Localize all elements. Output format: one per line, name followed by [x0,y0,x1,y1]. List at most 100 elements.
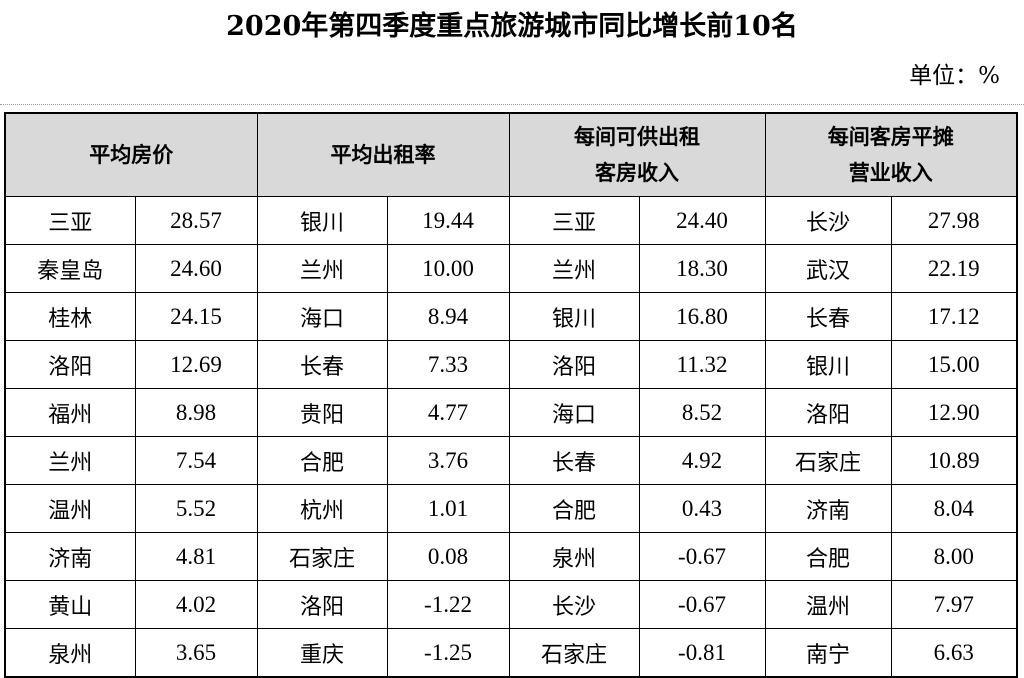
city-cell: 桂林 [4,292,136,341]
city-cell: 海口 [508,388,640,437]
table-row: 福州 8.98 贵阳 4.77 海口 8.52 洛阳 12.90 [4,388,1018,437]
value-cell: 8.52 [638,388,766,437]
value-cell: 18.30 [638,244,766,293]
value-cell: 1.01 [386,484,510,533]
value-cell: 7.33 [386,340,510,389]
city-cell: 合肥 [764,532,892,581]
value-cell: 28.57 [134,196,258,245]
value-cell: 10.00 [386,244,510,293]
unit-label: 单位：% [909,63,1000,89]
table-row: 兰州 7.54 合肥 3.76 长春 4.92 石家庄 10.89 [4,436,1018,485]
value-cell: 4.92 [638,436,766,485]
value-cell: 15.00 [890,340,1018,389]
city-cell: 洛阳 [256,580,388,629]
divider [0,104,1024,105]
ranking-table: 平均房价 平均出租率 每间可供出租 客房收入 每间客房平摊 营业收入 三亚 28.… [4,112,1018,678]
table-row: 洛阳 12.69 长春 7.33 洛阳 11.32 银川 15.00 [4,340,1018,389]
header-revpar: 每间可供出租 客房收入 [508,112,766,197]
value-cell: 19.44 [386,196,510,245]
city-cell: 银川 [764,340,892,389]
value-cell: 4.81 [134,532,258,581]
city-cell: 秦皇岛 [4,244,136,293]
value-cell: 0.43 [638,484,766,533]
value-cell: 17.12 [890,292,1018,341]
header-line: 每间可供出租 [574,124,700,149]
value-cell: 24.40 [638,196,766,245]
value-cell: 3.65 [134,628,258,678]
value-cell: 12.90 [890,388,1018,437]
value-cell: 8.04 [890,484,1018,533]
table-row: 温州 5.52 杭州 1.01 合肥 0.43 济南 8.04 [4,484,1018,533]
value-cell: 11.32 [638,340,766,389]
value-cell: -1.22 [386,580,510,629]
city-cell: 武汉 [764,244,892,293]
city-cell: 银川 [256,196,388,245]
city-cell: 贵阳 [256,388,388,437]
table-row: 济南 4.81 石家庄 0.08 泉州 -0.67 合肥 8.00 [4,532,1018,581]
city-cell: 重庆 [256,628,388,678]
city-cell: 海口 [256,292,388,341]
value-cell: 4.02 [134,580,258,629]
city-cell: 银川 [508,292,640,341]
value-cell: 4.77 [386,388,510,437]
city-cell: 兰州 [508,244,640,293]
value-cell: 3.76 [386,436,510,485]
city-cell: 合肥 [256,436,388,485]
header-avg-occupancy: 平均出租率 [256,112,510,197]
value-cell: 16.80 [638,292,766,341]
header-line: 营业收入 [848,160,933,185]
city-cell: 泉州 [508,532,640,581]
header-revenue-per-room: 每间客房平摊 营业收入 [764,112,1018,197]
city-cell: 兰州 [256,244,388,293]
value-cell: 24.15 [134,292,258,341]
value-cell: 27.98 [890,196,1018,245]
city-cell: 福州 [4,388,136,437]
city-cell: 长沙 [508,580,640,629]
value-cell: 10.89 [890,436,1018,485]
value-cell: -0.81 [638,628,766,678]
value-cell: 5.52 [134,484,258,533]
header-line: 平均出租率 [330,142,436,167]
city-cell: 三亚 [4,196,136,245]
header-line: 平均房价 [89,142,174,167]
city-cell: 洛阳 [4,340,136,389]
table-row: 黄山 4.02 洛阳 -1.22 长沙 -0.67 温州 7.97 [4,580,1018,629]
city-cell: 济南 [764,484,892,533]
city-cell: 济南 [4,532,136,581]
header-line: 每间客房平摊 [827,124,954,149]
value-cell: 24.60 [134,244,258,293]
value-cell: 8.00 [890,532,1018,581]
city-cell: 泉州 [4,628,136,678]
header-line: 客房收入 [595,160,679,185]
value-cell: -0.67 [638,532,766,581]
city-cell: 石家庄 [764,436,892,485]
table-row: 桂林 24.15 海口 8.94 银川 16.80 长春 17.12 [4,292,1018,341]
city-cell: 石家庄 [256,532,388,581]
city-cell: 洛阳 [764,388,892,437]
value-cell: 7.54 [134,436,258,485]
value-cell: 0.08 [386,532,510,581]
city-cell: 三亚 [508,196,640,245]
value-cell: 8.94 [386,292,510,341]
header-avg-room-price: 平均房价 [4,112,258,197]
city-cell: 长春 [508,436,640,485]
city-cell: 合肥 [508,484,640,533]
city-cell: 杭州 [256,484,388,533]
city-cell: 黄山 [4,580,136,629]
table-row: 秦皇岛 24.60 兰州 10.00 兰州 18.30 武汉 22.19 [4,244,1018,293]
value-cell: -0.67 [638,580,766,629]
city-cell: 长春 [764,292,892,341]
city-cell: 长沙 [764,196,892,245]
city-cell: 温州 [764,580,892,629]
header-row: 平均房价 平均出租率 每间可供出租 客房收入 每间客房平摊 营业收入 [4,112,1018,197]
city-cell: 长春 [256,340,388,389]
value-cell: 7.97 [890,580,1018,629]
value-cell: 8.98 [134,388,258,437]
city-cell: 温州 [4,484,136,533]
page-title: 2020年第四季度重点旅游城市同比增长前10名 [226,11,798,42]
value-cell: 22.19 [890,244,1018,293]
city-cell: 兰州 [4,436,136,485]
table-row: 三亚 28.57 银川 19.44 三亚 24.40 长沙 27.98 [4,196,1018,245]
city-cell: 洛阳 [508,340,640,389]
value-cell: 12.69 [134,340,258,389]
